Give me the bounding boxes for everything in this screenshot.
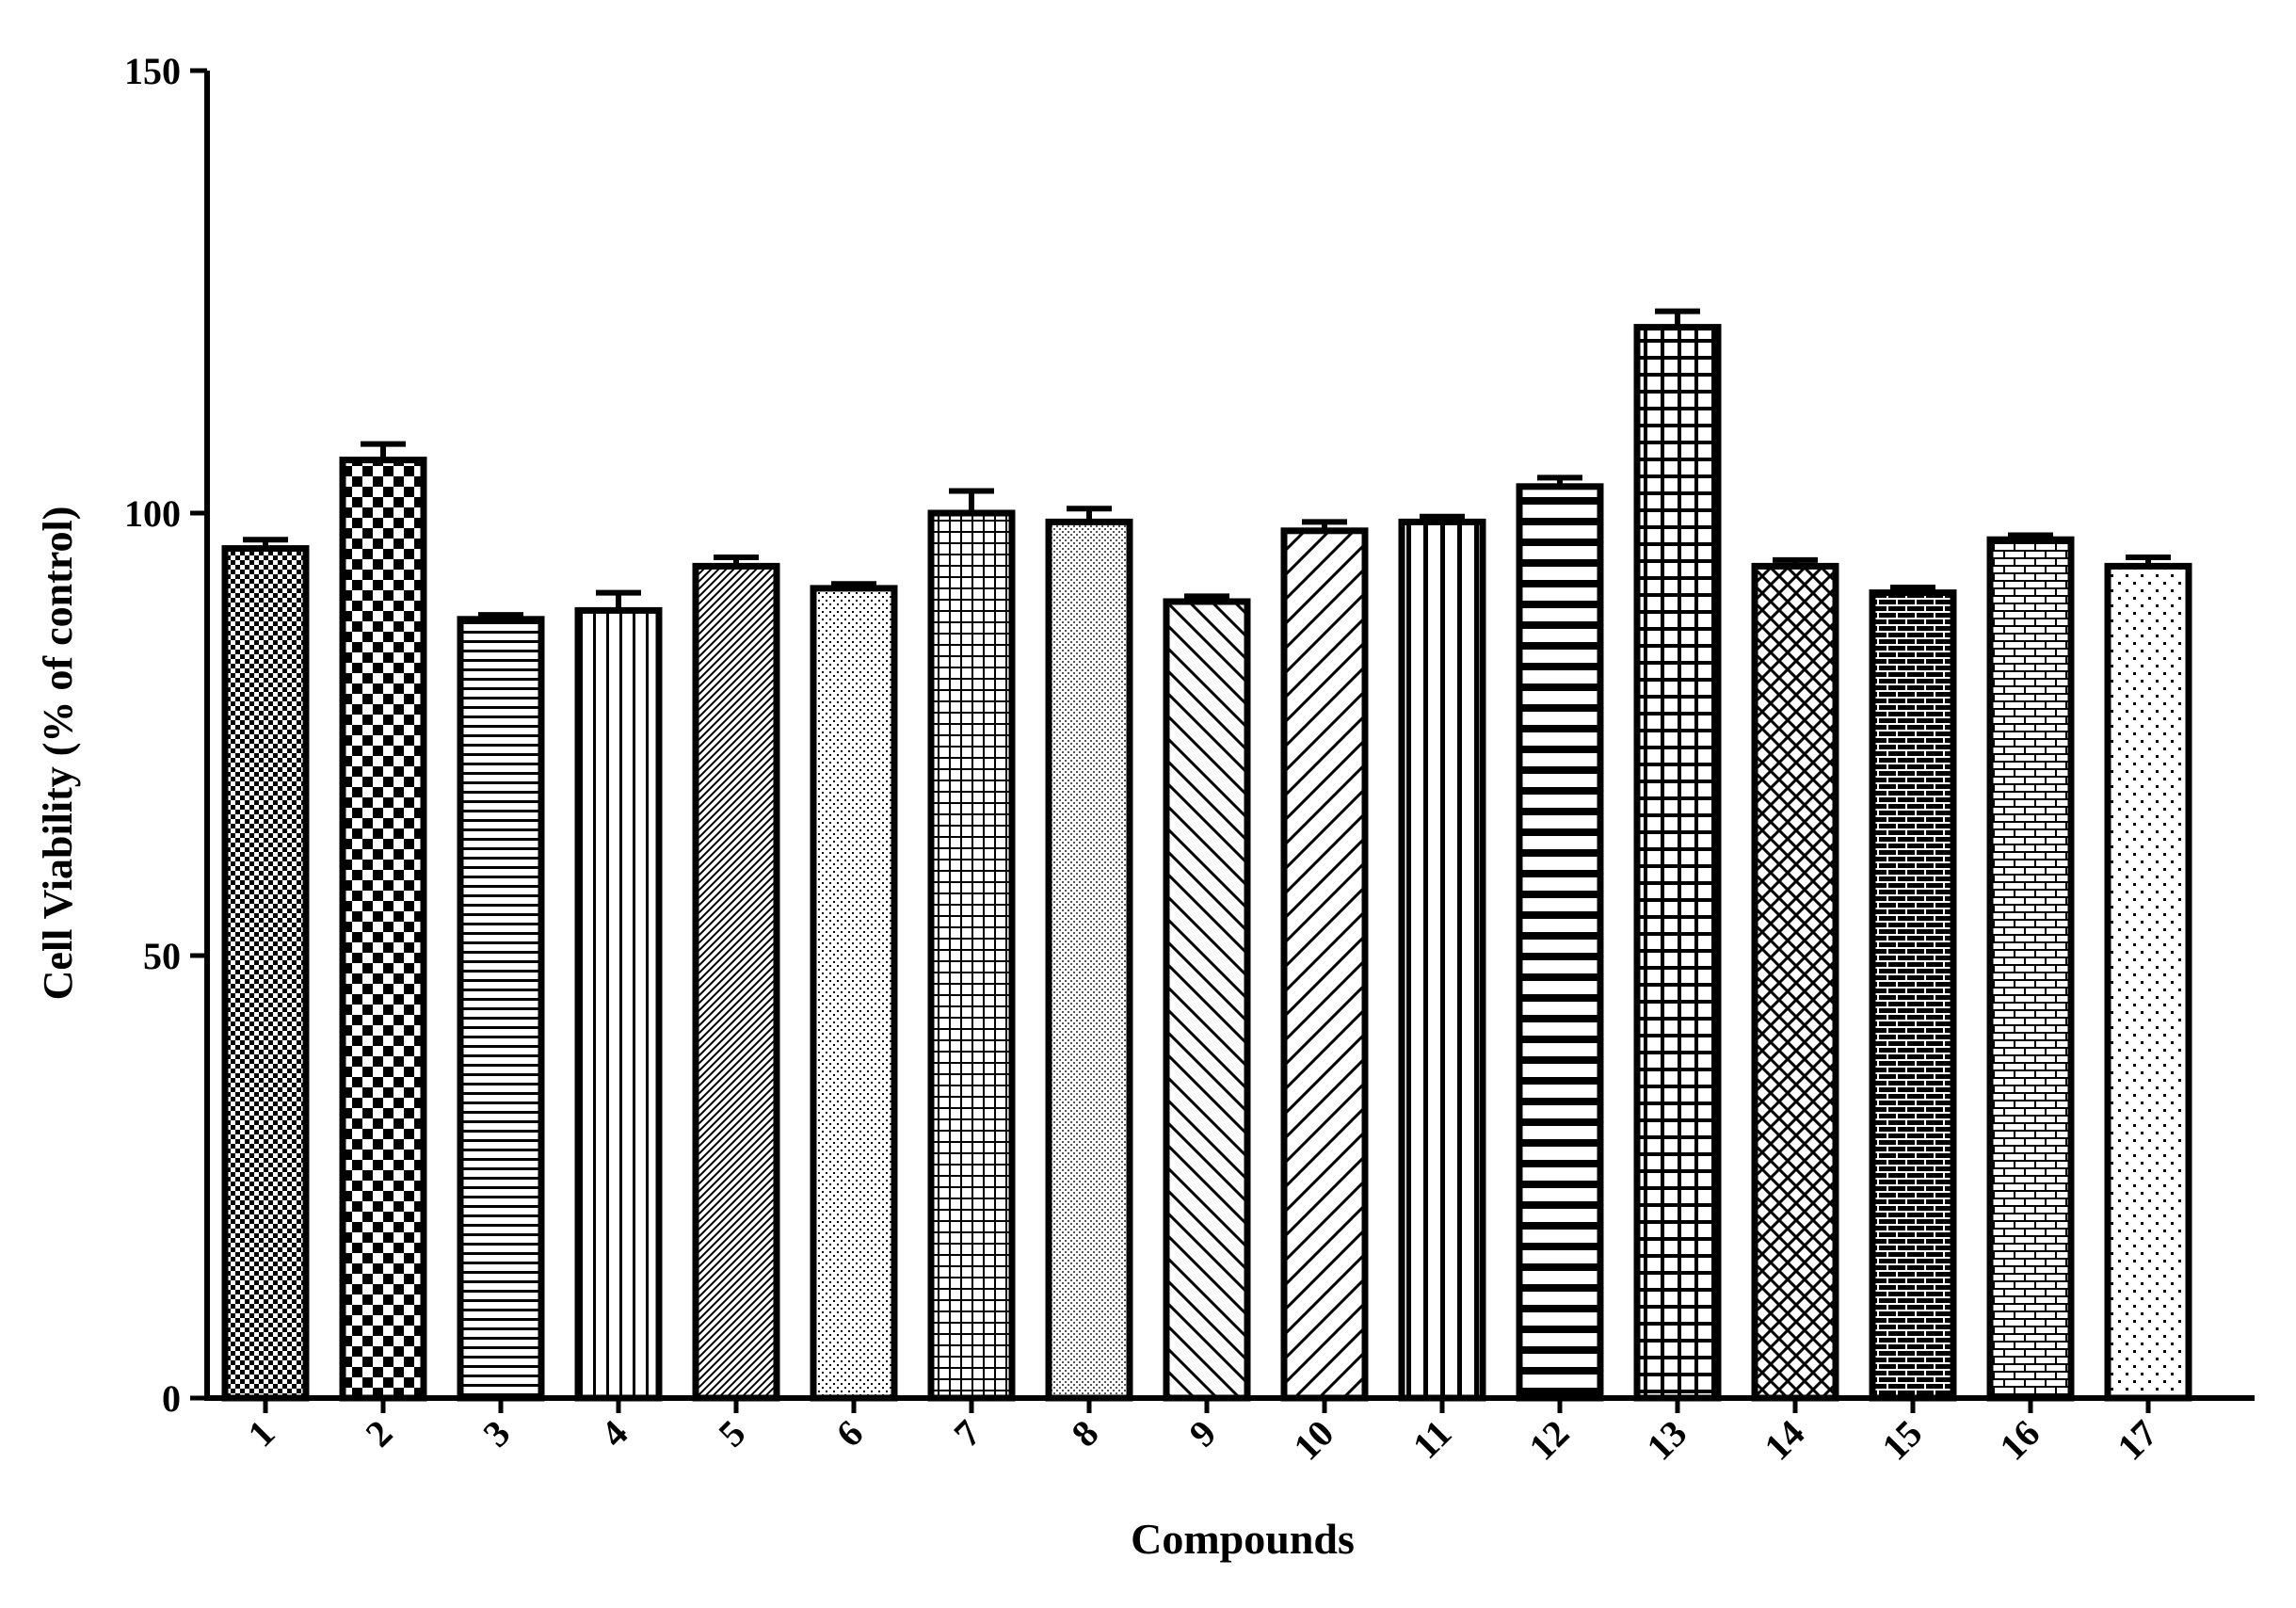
x-tick-label: 3 xyxy=(474,1412,518,1455)
x-tick-label: 8 xyxy=(1063,1412,1106,1455)
y-tick-label: 100 xyxy=(124,492,181,535)
bar-15 xyxy=(1869,589,1957,1402)
x-tick-label: 12 xyxy=(1520,1412,1577,1469)
x-axis-title: Compounds xyxy=(1131,1515,1355,1563)
y-tick-label: 50 xyxy=(143,935,181,977)
y-axis-title: Cell Viability (% of control) xyxy=(35,507,81,1001)
bar-3 xyxy=(457,616,545,1402)
bar-12 xyxy=(1516,483,1604,1402)
x-tick-label: 15 xyxy=(1873,1412,1930,1469)
x-tick-label: 14 xyxy=(1756,1412,1812,1469)
x-tick-label: 4 xyxy=(592,1412,635,1455)
y-tick-label: 150 xyxy=(124,50,181,92)
x-tick-label: 7 xyxy=(945,1412,988,1455)
bar-16 xyxy=(1986,536,2075,1402)
bar-6 xyxy=(810,585,898,1402)
x-tick-label: 2 xyxy=(357,1412,400,1455)
x-tick-label: 9 xyxy=(1180,1412,1224,1455)
bar-11 xyxy=(1398,518,1486,1402)
x-tick-label: 1 xyxy=(239,1412,282,1455)
bar-10 xyxy=(1280,527,1369,1402)
bars-group xyxy=(221,308,2192,1402)
x-tick-label: 10 xyxy=(1285,1412,1341,1469)
y-tick-label: 0 xyxy=(162,1377,181,1420)
bar-14 xyxy=(1751,562,1839,1402)
x-tick-label: 5 xyxy=(710,1412,753,1455)
x-tick-label: 16 xyxy=(1991,1412,2047,1469)
bar-17 xyxy=(2104,562,2192,1402)
x-tick-label: 13 xyxy=(1638,1412,1694,1469)
bar-7 xyxy=(927,509,1016,1402)
bar-8 xyxy=(1045,518,1133,1402)
x-tick-label: 11 xyxy=(1405,1412,1460,1468)
bar-4 xyxy=(574,606,663,1402)
bar-2 xyxy=(339,457,427,1402)
bar-5 xyxy=(692,562,780,1402)
x-tick-label: 17 xyxy=(2109,1412,2165,1469)
x-tick-label: 6 xyxy=(827,1412,871,1455)
bar-13 xyxy=(1633,324,1722,1402)
bar-1 xyxy=(221,545,310,1402)
bar-9 xyxy=(1163,598,1251,1402)
axes-group xyxy=(190,68,2255,1413)
